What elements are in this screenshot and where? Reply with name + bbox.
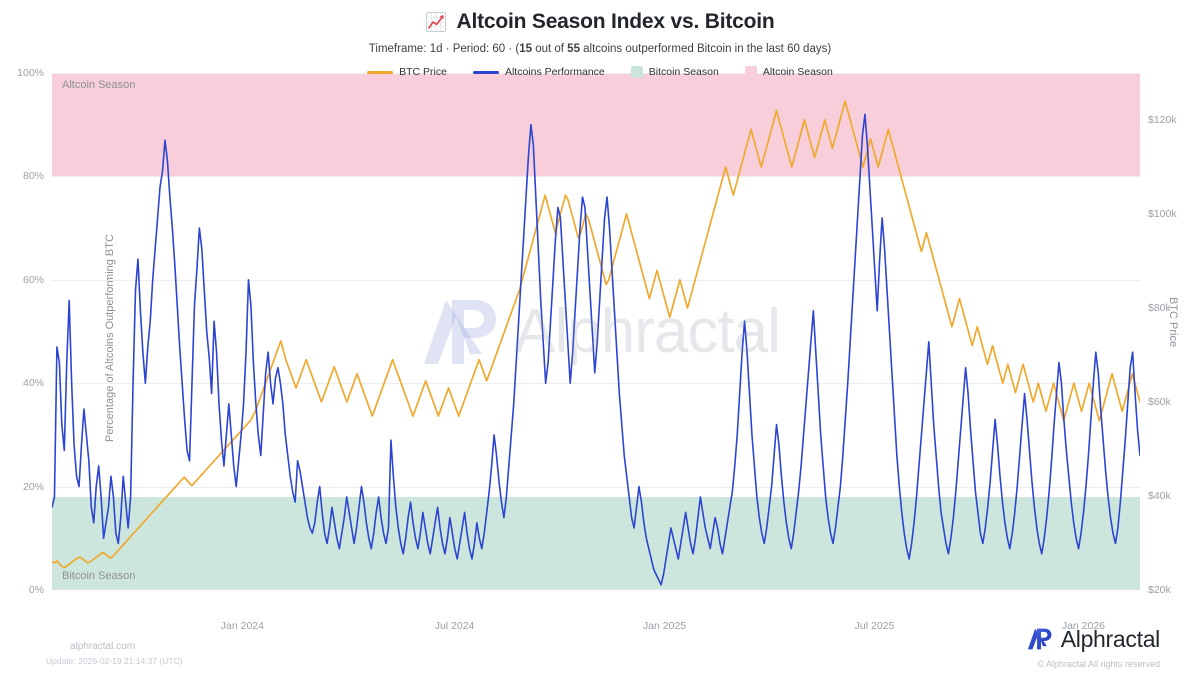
- y-tick-right-1: $100k: [1148, 208, 1177, 220]
- title-row: Altcoin Season Index vs. Bitcoin: [0, 10, 1200, 34]
- gridline-h: [52, 279, 1140, 281]
- x-tick-0: Jan 2024: [220, 620, 264, 632]
- y-tick-left-5: 0%: [28, 584, 44, 596]
- band-altcoin-season: [52, 73, 1140, 177]
- legend-item-0[interactable]: BTC Price: [367, 66, 447, 78]
- brand-logo: Alphractal: [1024, 625, 1160, 653]
- band-labels: Altcoin Season Bitcoin Season: [52, 73, 1140, 590]
- band-label-1: Bitcoin Season: [62, 570, 136, 582]
- legend-label: BTC Price: [399, 66, 447, 78]
- gridline-h: [52, 73, 1140, 74]
- subtitle-total: 55: [567, 43, 580, 55]
- brand-name: Alphractal: [1060, 625, 1161, 652]
- copyright-text: © Alphractal All rights reserved: [1037, 659, 1160, 669]
- x-tick-1: Jul 2024: [434, 620, 475, 632]
- y-tick-right-5: $20k: [1148, 584, 1171, 596]
- legend-label: Altcoin Season: [762, 66, 833, 78]
- y-tick-right-0: $120k: [1148, 114, 1177, 126]
- y-tick-right-2: $80k: [1148, 302, 1171, 314]
- legend-line-marker: [472, 70, 499, 74]
- series-path-altcoins-performance: [52, 114, 1140, 584]
- page-title: Altcoin Season Index vs. Bitcoin: [456, 10, 775, 33]
- x-tick-2: Jan 2025: [642, 620, 687, 632]
- chart-increasing-icon: [425, 11, 447, 33]
- gridlines: [52, 73, 1140, 590]
- subtitle-count: 15: [519, 43, 532, 55]
- chart-legend: BTC Price Altcoins Performance Bitcoin Sea…: [0, 66, 1200, 78]
- y-tick-left-0: 100%: [17, 67, 44, 79]
- x-axis-line: [52, 589, 1140, 590]
- chart-subtitle: Timeframe: 1d · Period: 60 · (15 out of …: [0, 43, 1200, 55]
- ap-logo-icon: [1027, 628, 1052, 650]
- band-bitcoin-season: [52, 496, 1140, 590]
- series-path-btc-price: [52, 101, 1140, 567]
- gridline-h: [52, 383, 1140, 385]
- gridline-h: [52, 176, 1140, 178]
- y-tick-left-2: 60%: [22, 273, 44, 286]
- series-lines: [52, 73, 1140, 590]
- y-tick-right-3: $60k: [1148, 396, 1171, 408]
- legend-item-1[interactable]: Altcoins Performance: [472, 66, 605, 78]
- y-tick-left-3: 40%: [22, 377, 44, 390]
- legend-label: Bitcoin Season: [648, 66, 719, 78]
- chart-header: Altcoin Season Index vs. Bitcoin Timefra…: [0, 10, 1200, 55]
- subtitle-prefix: Timeframe: 1d · Period: 60 · (: [368, 43, 520, 55]
- legend-line-marker: [367, 70, 394, 74]
- footer-update: Update: 2026-02-19 21:14:37 (UTC): [46, 656, 183, 666]
- y-tick-left-4: 20%: [22, 480, 44, 493]
- legend-label: Altcoins Performance: [504, 66, 605, 78]
- legend-swatch-marker: [630, 66, 643, 78]
- gridline-h: [52, 486, 1140, 488]
- season-bands: [52, 73, 1140, 590]
- subtitle-mid: out of: [532, 43, 568, 55]
- x-tick-4: Jan 2026: [1061, 620, 1106, 632]
- plot-area: Alphractal Altcoin Season Bitcoin Season: [52, 73, 1140, 590]
- subtitle-suffix: altcoins outperformed Bitcoin in the las…: [579, 43, 832, 55]
- legend-item-3[interactable]: Altcoin Season: [744, 66, 833, 78]
- y-tick-right-4: $40k: [1148, 490, 1171, 502]
- x-tick-3: Jul 2025: [854, 620, 895, 632]
- band-label-0: Altcoin Season: [62, 79, 136, 91]
- legend-item-2[interactable]: Bitcoin Season: [630, 66, 719, 78]
- y-tick-left-1: 80%: [22, 170, 44, 183]
- footer-site[interactable]: alphractal.com: [70, 641, 136, 652]
- legend-swatch-marker: [744, 66, 757, 78]
